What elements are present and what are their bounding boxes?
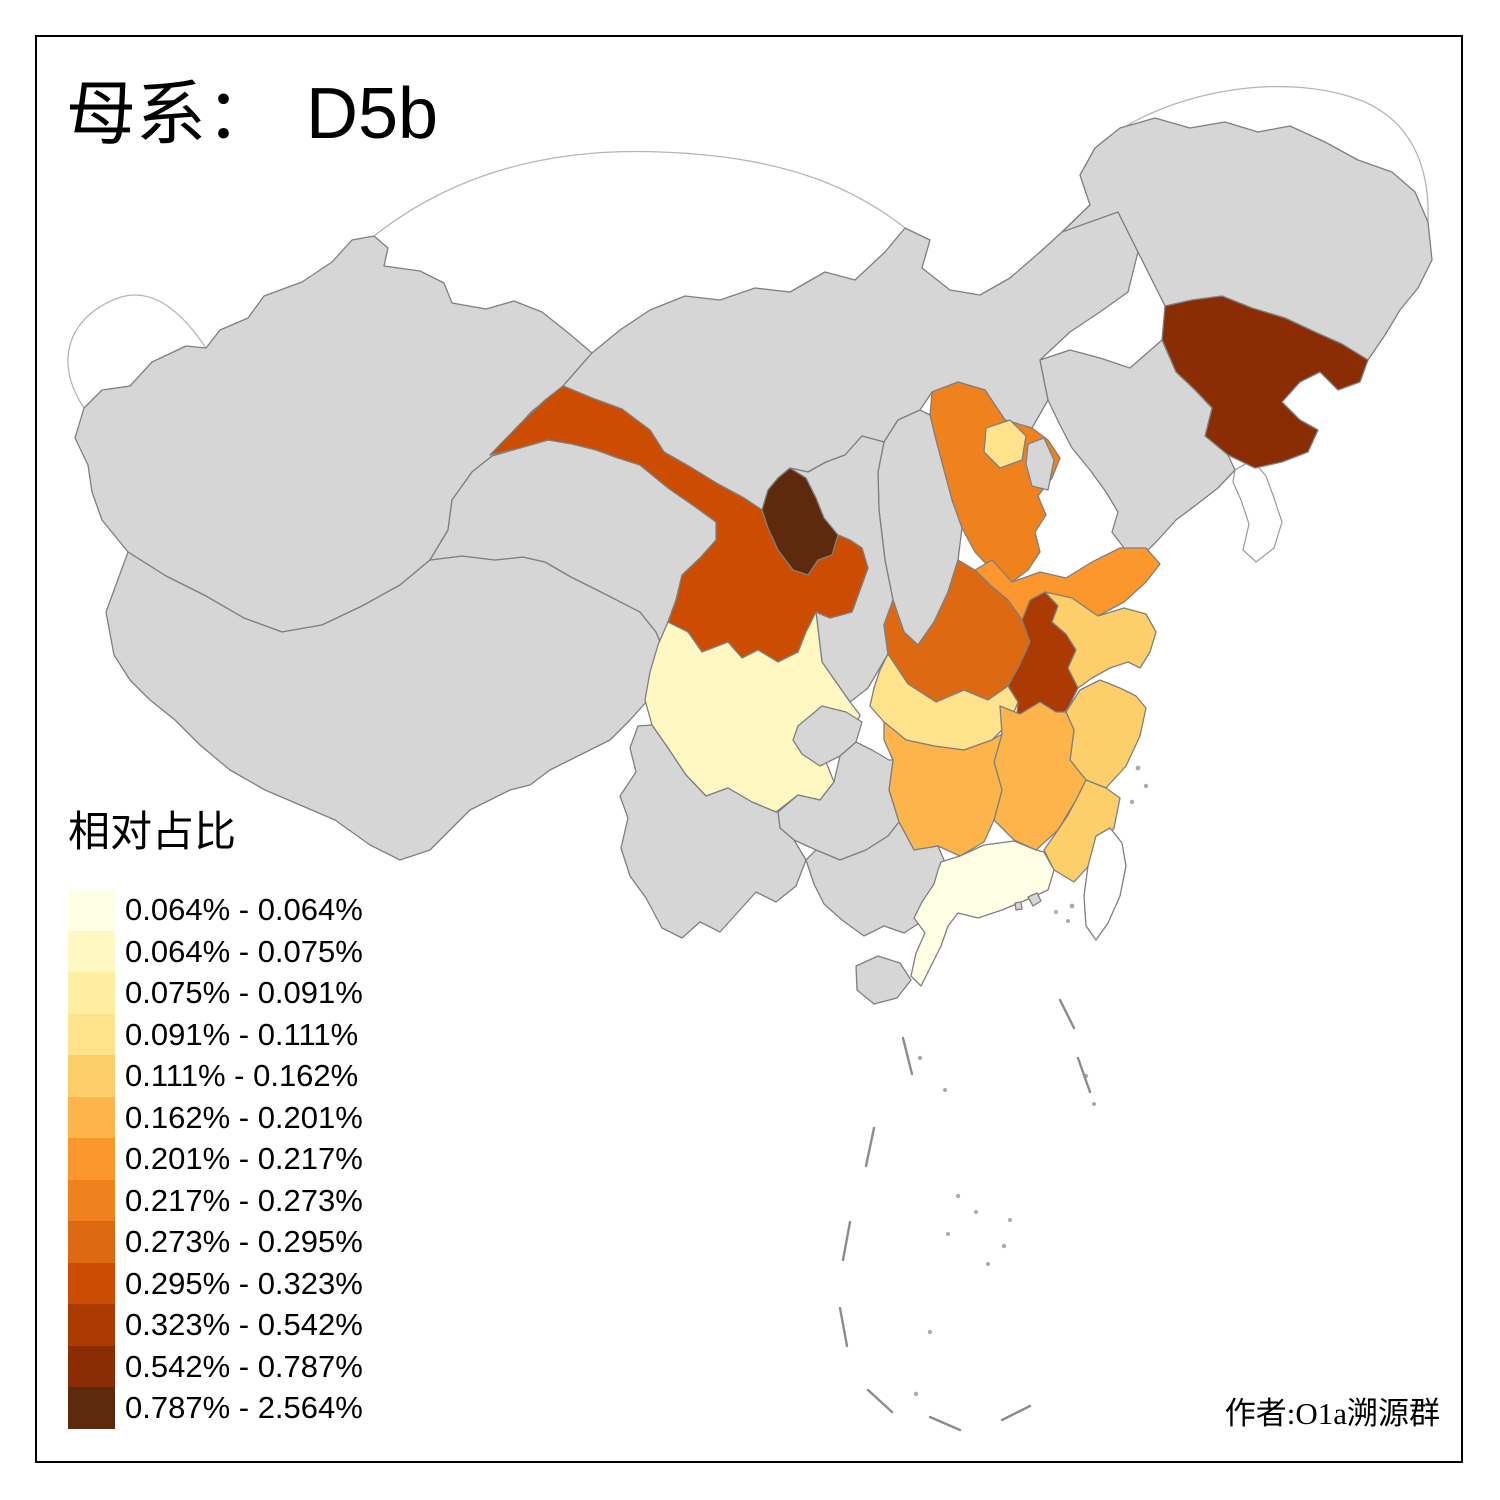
credit-text: 作者:O1a溯源群: [1224, 1396, 1440, 1431]
legend-item: 0.064% - 0.075%: [68, 930, 363, 972]
nine-dash-line-segment: [1076, 1056, 1092, 1094]
province-macau: [1014, 901, 1023, 911]
legend-label: 0.787% - 2.564%: [125, 1390, 363, 1426]
islet: [1135, 765, 1141, 771]
legend-label: 0.201% - 0.217%: [125, 1141, 363, 1177]
islet: [1001, 1243, 1007, 1249]
province-liaoning: [1039, 339, 1236, 561]
province-guizhou: [777, 741, 900, 861]
province-beijing: [983, 419, 1027, 469]
islet: [1066, 919, 1070, 923]
legend-swatch: [68, 1138, 115, 1180]
nine-dash-line-segment: [901, 1036, 914, 1076]
legend-item: 0.787% - 2.564%: [68, 1387, 363, 1429]
legend-swatch: [68, 1304, 115, 1346]
islet: [1092, 1102, 1096, 1106]
islet: [986, 1262, 990, 1266]
province-tianjin: [1025, 437, 1055, 491]
legend-label: 0.542% - 0.787%: [125, 1348, 363, 1384]
province-gansu: [489, 385, 869, 663]
legend-item: 0.064% - 0.064%: [68, 889, 363, 931]
islet: [1143, 783, 1149, 789]
province-chongqing: [792, 705, 863, 767]
legend-item: 0.091% - 0.111%: [68, 1013, 363, 1055]
legend-swatch: [68, 1387, 115, 1429]
legend-item: 0.217% - 0.273%: [68, 1179, 363, 1221]
province-fujian: [1043, 779, 1121, 883]
province-ningxia: [761, 467, 839, 576]
province-yunnan: [619, 724, 807, 939]
map-title-haplogroup: D5b: [306, 74, 439, 154]
nine-dash-line-segment: [841, 1220, 852, 1262]
legend-swatch: [68, 930, 115, 972]
islet: [927, 1329, 933, 1335]
legend-item: 0.542% - 0.787%: [68, 1345, 363, 1387]
legend-item: 0.075% - 0.091%: [68, 972, 363, 1014]
map-title-prefix: 母系：: [66, 77, 276, 154]
map-title: 母系： D5b: [66, 58, 438, 159]
islet: [955, 1193, 961, 1199]
nine-dash-line-segment: [866, 1388, 894, 1414]
legend-label: 0.162% - 0.201%: [125, 1099, 363, 1135]
legend-swatch: [68, 1055, 115, 1097]
legend: 相对占比 0.064% - 0.064% 0.064% - 0.075% 0.075…: [68, 798, 363, 1429]
nine-dash-line-segment: [1058, 998, 1076, 1030]
islet: [943, 1088, 947, 1092]
legend-swatch: [68, 1096, 115, 1138]
islet: [1129, 799, 1135, 805]
islet: [917, 1055, 923, 1061]
province-hainan: [855, 955, 912, 1005]
neighbor-border-kazakhstan: [67, 294, 207, 409]
legend-swatch: [68, 1013, 115, 1055]
legend-label: 0.323% - 0.542%: [125, 1307, 363, 1343]
legend-label: 0.295% - 0.323%: [125, 1265, 363, 1301]
legend-item: 0.201% - 0.217%: [68, 1138, 363, 1180]
islet: [946, 1232, 950, 1236]
islet: [1054, 910, 1058, 914]
legend-label: 0.064% - 0.075%: [125, 933, 363, 969]
legend-swatch: [68, 972, 115, 1014]
islet: [1069, 903, 1075, 909]
legend-title: 相对占比: [68, 810, 237, 856]
legend-item: 0.273% - 0.295%: [68, 1221, 363, 1263]
province-hongkong: [1027, 892, 1042, 907]
legend-label: 0.075% - 0.091%: [125, 975, 363, 1011]
legend-item: 0.323% - 0.542%: [68, 1304, 363, 1346]
legend-item: 0.162% - 0.201%: [68, 1096, 363, 1138]
province-tibet: [105, 551, 667, 861]
nine-dash-line-segment: [1000, 1404, 1032, 1422]
nine-dash-line-segment: [838, 1306, 849, 1348]
islet: [1008, 1218, 1012, 1222]
legend-item: 0.111% - 0.162%: [68, 1055, 363, 1097]
legend-swatch: [68, 1221, 115, 1263]
nine-dash-line-segment: [928, 1415, 962, 1432]
neighbor-korea: [1232, 459, 1283, 563]
legend-label: 0.273% - 0.295%: [125, 1224, 363, 1260]
legend-items: 0.064% - 0.064% 0.064% - 0.075% 0.075% - 0…: [68, 889, 363, 1429]
islet: [974, 1210, 978, 1214]
legend-swatch: [68, 1179, 115, 1221]
legend-label: 0.091% - 0.111%: [125, 1016, 359, 1052]
legend-label: 0.111% - 0.162%: [125, 1058, 359, 1094]
legend-item: 0.295% - 0.323%: [68, 1262, 363, 1304]
legend-swatch: [68, 889, 115, 931]
legend-label: 0.217% - 0.273%: [125, 1182, 363, 1218]
neighbor-border-mongolia: [373, 150, 906, 237]
legend-label: 0.064% - 0.064%: [125, 892, 363, 928]
province-taiwan: [1083, 827, 1127, 941]
neighbor-border-russia: [1094, 86, 1429, 223]
islet: [913, 1391, 919, 1397]
legend-swatch: [68, 1262, 115, 1304]
legend-swatch: [68, 1345, 115, 1387]
province-guangdong: [910, 840, 1055, 987]
province-jiangsu: [1044, 591, 1157, 689]
nine-dash-line-segment: [864, 1126, 876, 1168]
